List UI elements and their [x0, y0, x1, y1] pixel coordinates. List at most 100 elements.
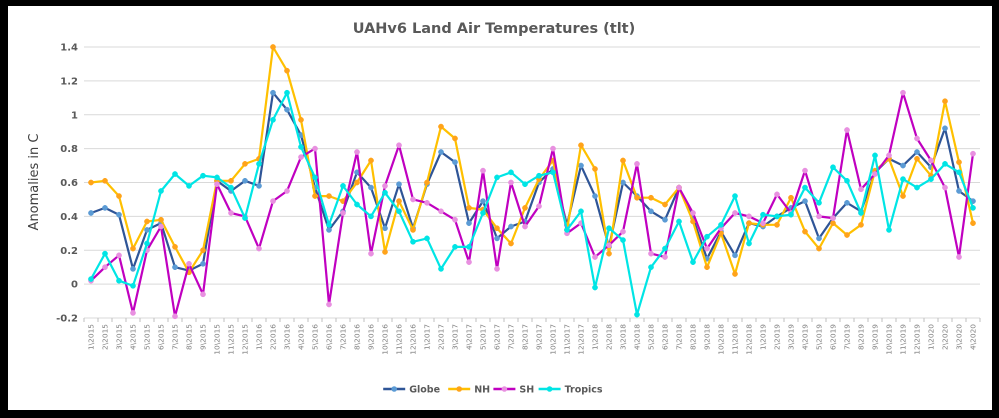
data-point	[200, 172, 206, 179]
data-point	[844, 199, 850, 206]
x-tick-label: 10\2018	[717, 324, 726, 355]
data-point	[816, 199, 822, 206]
x-tick-label: 7\2018	[675, 324, 684, 350]
data-point	[214, 181, 220, 188]
data-point	[536, 172, 542, 179]
data-point	[648, 250, 654, 257]
data-point	[326, 301, 332, 308]
x-tick-label: 1\2015	[87, 324, 96, 350]
data-point	[634, 194, 640, 201]
data-point	[718, 221, 724, 228]
x-tick-label: 2\2020	[941, 324, 950, 350]
x-tick-label: 10\2016	[381, 324, 390, 355]
data-point	[648, 194, 654, 201]
data-point	[606, 242, 612, 249]
data-point	[886, 152, 892, 159]
series-line	[90, 91, 974, 272]
x-tick-label: 5\2015	[143, 324, 152, 350]
data-point	[438, 266, 444, 272]
x-tick-label: 6\2016	[325, 324, 334, 350]
data-point	[368, 250, 374, 257]
data-point	[732, 271, 738, 277]
data-point	[858, 221, 864, 228]
data-point	[900, 176, 906, 182]
data-point	[326, 227, 332, 233]
data-point	[396, 142, 402, 149]
data-point	[480, 198, 486, 204]
data-point	[186, 260, 192, 267]
x-tick-label: 9\2015	[199, 324, 208, 350]
x-tick-label: 10\2017	[549, 324, 558, 355]
data-point	[424, 199, 430, 206]
data-point	[144, 240, 150, 247]
x-tick-label: 1\2017	[423, 324, 432, 350]
data-point	[494, 174, 500, 181]
data-point	[746, 213, 752, 220]
x-tick-label: 11\2016	[395, 324, 404, 355]
y-tick-label: 1	[71, 110, 78, 121]
data-point	[704, 233, 710, 240]
x-tick-label: 3\2016	[283, 324, 292, 350]
y-tick-label: 1.2	[60, 76, 78, 87]
data-point	[354, 179, 360, 186]
data-point	[914, 184, 920, 191]
data-point	[438, 123, 444, 130]
data-point	[620, 228, 626, 235]
data-point	[928, 176, 934, 182]
series-line	[90, 45, 975, 276]
x-tick-label: 8\2015	[185, 324, 194, 350]
data-point	[368, 157, 374, 164]
data-point	[830, 164, 836, 171]
data-point	[830, 215, 836, 221]
x-tick-label: 2\2015	[101, 324, 110, 350]
series-line	[90, 91, 975, 316]
data-point	[494, 225, 500, 232]
x-tick-label: 11\2017	[563, 324, 572, 355]
series-group	[88, 44, 976, 320]
x-tick-label: 3\2019	[787, 324, 796, 350]
data-point	[900, 89, 906, 96]
legend-item-sh: SH	[493, 385, 534, 396]
data-point	[830, 220, 836, 226]
data-point	[270, 44, 276, 50]
data-point	[872, 152, 878, 159]
data-point	[116, 193, 122, 199]
data-point	[452, 216, 458, 223]
data-point	[578, 142, 584, 149]
data-point	[340, 210, 346, 216]
data-point	[256, 245, 262, 252]
data-point	[452, 244, 458, 250]
data-point	[270, 116, 276, 123]
data-point	[872, 171, 878, 177]
x-tick-label: 3\2015	[115, 324, 124, 350]
x-tick-label: 8\2017	[521, 324, 530, 350]
data-point	[578, 162, 584, 169]
data-point	[662, 245, 668, 252]
x-tick-label: 6\2015	[157, 324, 166, 350]
x-tick-label: 11\2015	[227, 324, 236, 355]
x-tick-label: 7\2015	[171, 324, 180, 350]
data-point	[200, 247, 206, 254]
data-point	[942, 184, 948, 191]
data-point	[382, 189, 388, 196]
data-point	[620, 237, 626, 243]
data-point	[774, 221, 780, 228]
data-point	[760, 220, 766, 226]
data-point	[802, 198, 808, 204]
data-point	[550, 145, 556, 152]
data-point	[228, 177, 234, 184]
legend-label: Globe	[409, 385, 440, 396]
data-point	[130, 245, 136, 252]
data-point	[662, 201, 668, 208]
data-point	[284, 188, 290, 194]
data-point	[116, 252, 122, 259]
data-point	[452, 135, 458, 142]
chart-panel: UAHv6 Land Air Temperatures (tlt) -0.2 0 0…	[8, 6, 992, 410]
x-tick-label: 7\2017	[507, 324, 516, 350]
legend: Globe NH SH Tropics	[383, 385, 603, 396]
y-tick-label: -0.2	[56, 314, 78, 325]
legend-item-globe: Globe	[383, 385, 440, 396]
x-tick-label: 1\2019	[759, 324, 768, 350]
data-point	[172, 313, 178, 320]
data-point	[508, 240, 514, 247]
